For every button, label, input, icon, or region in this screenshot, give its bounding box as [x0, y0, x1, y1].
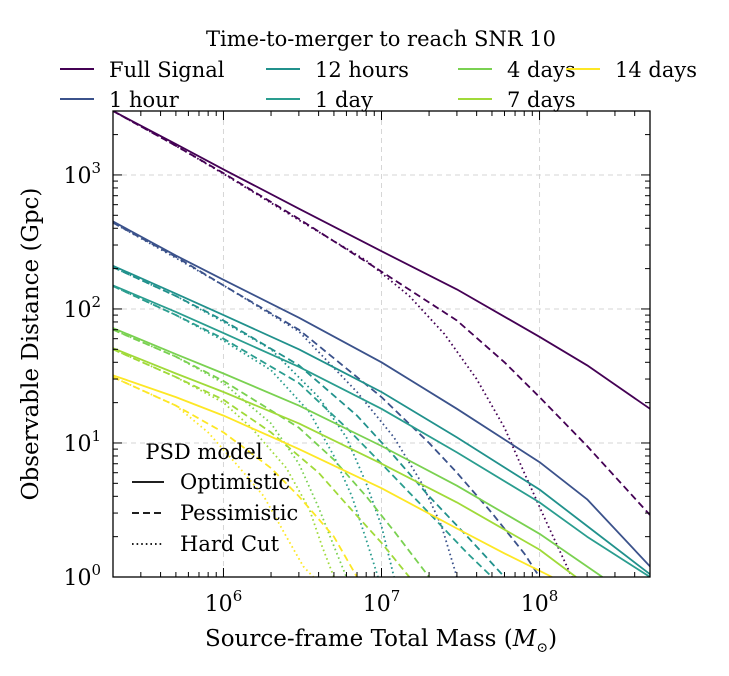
legend-top-label: 7 days: [507, 88, 576, 112]
legend-psd-label: Hard Cut: [180, 532, 280, 556]
x-tick-label: 108: [521, 587, 559, 617]
legend-top-label: 14 days: [615, 58, 697, 82]
legend-psd: PSD model Optimistic Pessimistic Hard Cut: [132, 440, 298, 556]
y-tick-label: 102: [63, 293, 101, 323]
series-line-1-hour-hardcut: [113, 221, 458, 577]
series-line-4-days-optimistic: [113, 327, 603, 577]
series-line-12-hours-pessimistic: [113, 266, 506, 577]
y-axis-label: Observable Distance (Gpc): [18, 188, 44, 501]
y-tick-label: 101: [63, 427, 101, 457]
legend-psd-label: Optimistic: [180, 470, 290, 494]
series-line-full-signal-hardcut: [113, 111, 573, 577]
series-line-full-signal-pessimistic: [113, 111, 650, 516]
axes: 106 107 108 100 101 102 103: [63, 110, 651, 617]
legend-top-label: 4 days: [507, 58, 576, 82]
series-line-12-hours-hardcut: [113, 266, 395, 577]
series-line-1-day-hardcut: [113, 285, 379, 577]
x-tick-label: 106: [205, 587, 243, 617]
x-tick-label: 107: [363, 587, 401, 617]
x-axis-label: Source-frame Total Mass (M⊙): [205, 626, 557, 656]
series-line-14-days-optimistic: [113, 374, 553, 577]
series-line-7-days-pessimistic: [113, 348, 410, 577]
series-line-7-days-optimistic: [113, 347, 577, 577]
legend-top-label: 1 hour: [109, 88, 180, 112]
series-line-12-hours-optimistic: [113, 264, 650, 575]
series-lines: [113, 111, 650, 577]
legend-top: Time-to-merger to reach SNR 10 Full Sign…: [60, 27, 697, 112]
series-line-full-signal-optimistic: [113, 111, 650, 410]
series-line-1-hour-pessimistic: [113, 221, 541, 577]
series-line-1-hour-optimistic: [113, 220, 650, 568]
y-tick-label: 100: [63, 561, 101, 591]
legend-top-title: Time-to-merger to reach SNR 10: [206, 27, 556, 51]
series-line-1-day-pessimistic: [113, 285, 493, 577]
legend-psd-title: PSD model: [145, 440, 262, 464]
legend-psd-label: Pessimistic: [180, 501, 298, 525]
series-line-4-days-pessimistic: [113, 328, 430, 577]
y-tick-label: 103: [63, 159, 101, 189]
legend-top-label: 12 hours: [315, 58, 409, 82]
legend-top-label: 1 day: [315, 88, 373, 112]
series-line-1-day-optimistic: [113, 284, 650, 577]
grid: [113, 111, 650, 577]
legend-top-label: Full Signal: [109, 58, 225, 82]
